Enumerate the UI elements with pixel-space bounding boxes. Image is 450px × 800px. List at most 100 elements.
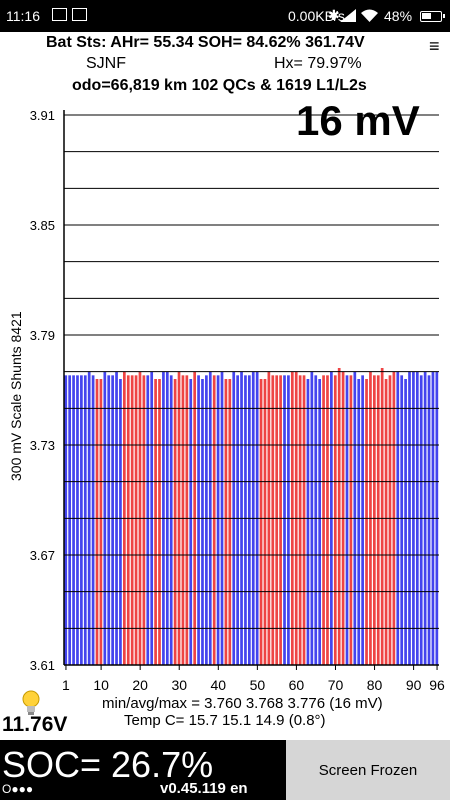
bar-cell-55 [275, 375, 279, 665]
bar-cell-76 [357, 379, 361, 665]
aux-battery-voltage: 11.76V [2, 713, 68, 736]
bar-cell-12 [107, 375, 111, 665]
bar-cell-58 [287, 375, 290, 665]
bar-cell-31 [181, 375, 185, 665]
soc-panel: SOC= 26.7% O●●● v0.45.119 en [0, 740, 286, 800]
x-tick-label: 96 [429, 677, 445, 693]
x-tick-label: 90 [406, 677, 422, 693]
bar-cell-33 [189, 379, 193, 665]
bar-cell-40 [216, 375, 220, 665]
wifi-icon [361, 9, 378, 22]
bar-cell-78 [365, 379, 368, 665]
bar-cell-25 [158, 379, 161, 665]
lightbulb-icon[interactable] [22, 690, 40, 716]
bar-cell-6 [83, 375, 87, 665]
bar-cell-35 [197, 375, 200, 665]
bar-cell-67 [322, 375, 325, 665]
image-icon [72, 8, 87, 21]
bar-cell-57 [283, 375, 286, 665]
bar-cell-47 [244, 375, 247, 665]
y-axis-label: 300 mV Scale Shunts 8421 [8, 311, 24, 481]
x-tick-label: 70 [328, 677, 344, 693]
bar-cell-43 [228, 379, 232, 665]
page-dots: O●●● [2, 782, 34, 796]
bar-cell-87 [400, 375, 404, 665]
temperature-stats: Temp C= 15.7 15.1 14.9 (0.8°) [124, 712, 326, 729]
bar-cell-2 [68, 375, 72, 665]
bar-cell-8 [91, 375, 95, 665]
min-avg-max-stats: min/avg/max = 3.760 3.768 3.776 (16 mV) [102, 695, 383, 712]
odometer-line: odo=66,819 km 102 QCs & 1619 L1/L2s [72, 77, 367, 94]
bar-cell-36 [201, 379, 204, 665]
app-version: v0.45.119 en [160, 780, 248, 797]
bar-cell-81 [376, 375, 380, 665]
soc-value: SOC= 26.7% [2, 744, 214, 785]
voltage-spread: 16 mV [296, 97, 420, 144]
bar-cell-84 [388, 375, 392, 665]
x-tick-label: 1 [62, 677, 70, 693]
x-tick-label: 10 [93, 677, 109, 693]
bar-cell-61 [298, 375, 302, 665]
bottom-bar: SOC= 26.7% O●●● v0.45.119 en Screen Froz… [0, 740, 450, 800]
y-tick-label: 3.61 [30, 658, 55, 673]
bar-cell-37 [205, 375, 208, 665]
x-tick-label: 20 [132, 677, 148, 693]
bar-cell-39 [212, 375, 216, 665]
y-tick-label: 3.67 [30, 548, 55, 563]
cell-voltage-chart: 3.91 3.85 3.79 3.73 3.67 3.61 1 10 20 30 40 50 60 70 8… [30, 108, 445, 693]
bar-cell-9 [95, 379, 99, 665]
bar-cell-52 [263, 379, 267, 665]
bar-cell-74 [349, 375, 353, 665]
bar-cell-62 [302, 375, 306, 665]
bar-cell-80 [372, 375, 376, 665]
bar-cell-4 [76, 375, 79, 665]
menu-icon[interactable]: ≡ [429, 36, 440, 56]
y-tick-label: 3.85 [30, 218, 55, 233]
bar-cell-63 [306, 379, 310, 665]
x-tick-label: 40 [211, 677, 227, 693]
screen-frozen-button[interactable]: Screen Frozen [286, 740, 450, 800]
bar-cell-54 [271, 375, 275, 665]
y-tick-label: 3.79 [30, 328, 55, 343]
bar-cell-1 [64, 375, 68, 665]
status-bar: 11:16 0.00KB/s ✱ 48% [0, 0, 450, 32]
bar-cell-45 [236, 375, 239, 665]
bar-cell-13 [111, 375, 114, 665]
bar-cell-92 [419, 375, 423, 665]
bar-cell-77 [361, 375, 364, 665]
bar-cell-32 [185, 375, 189, 665]
bar-cell-42 [224, 379, 228, 665]
network-speed: 0.00KB/s [288, 8, 345, 24]
bar-cell-70 [333, 375, 337, 665]
bar-cell-83 [384, 379, 388, 665]
bar-cell-88 [404, 379, 407, 665]
x-tick-label: 80 [367, 677, 383, 693]
bar-cell-24 [154, 379, 157, 665]
bar-cell-5 [80, 375, 83, 665]
bar-cell-65 [314, 375, 318, 665]
bar-cell-22 [146, 375, 150, 665]
bar-cell-28 [169, 375, 173, 665]
battery-percent: 48% [384, 8, 413, 24]
status-time: 11:16 [6, 8, 40, 24]
bar-cell-68 [326, 375, 329, 665]
bar-cell-21 [142, 375, 146, 665]
y-tick-label: 3.91 [30, 108, 55, 123]
bar-cell-51 [259, 379, 263, 665]
x-tick-label: 60 [289, 677, 305, 693]
bar-cell-19 [134, 375, 138, 665]
bar-cell-18 [130, 375, 134, 665]
bar-cell-15 [119, 379, 122, 665]
x-tick-label: 50 [250, 677, 266, 693]
y-tick-label: 3.73 [30, 438, 55, 453]
bar-cell-56 [279, 375, 282, 665]
vin-label: SJNF [86, 55, 126, 72]
x-tick-label: 30 [171, 677, 187, 693]
bar-cell-73 [345, 375, 349, 665]
bar-cell-94 [427, 375, 431, 665]
mail-icon [52, 8, 67, 21]
bar-cell-17 [126, 375, 130, 665]
bar-cell-10 [99, 379, 103, 665]
signal-icon [340, 9, 356, 22]
bar-cell-48 [247, 375, 251, 665]
